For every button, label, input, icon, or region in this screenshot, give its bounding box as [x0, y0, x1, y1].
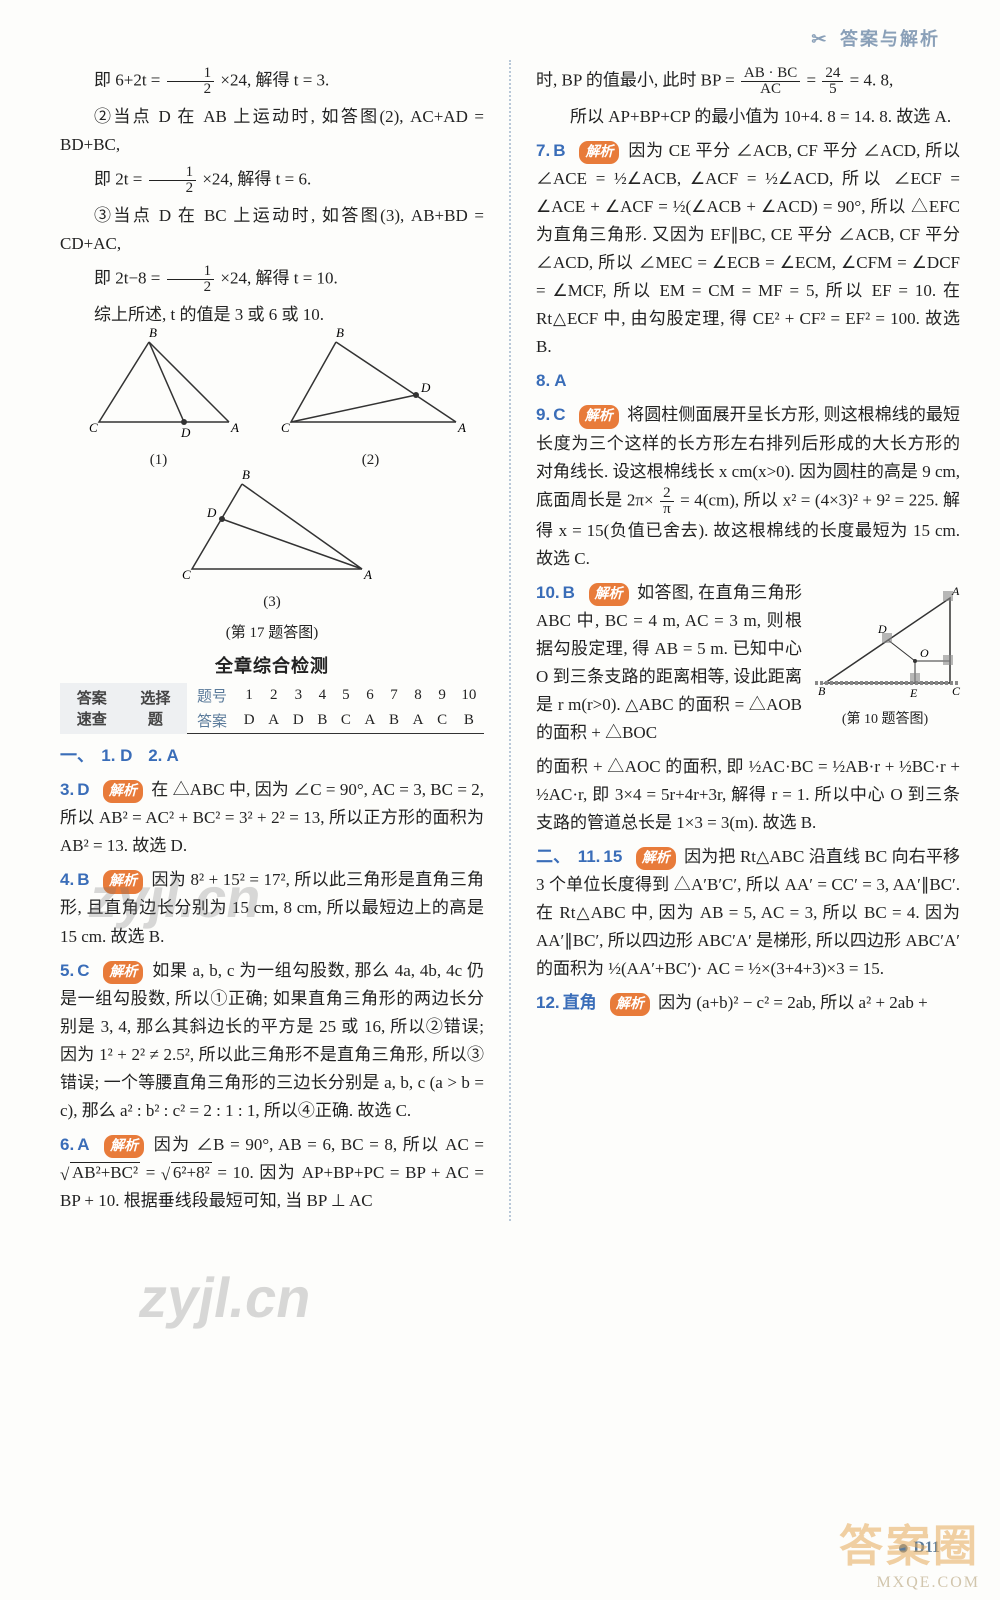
svg-text:B: B	[242, 467, 250, 482]
svg-text:A: A	[230, 420, 239, 435]
line: 即 2t = 12 ×24, 解得 t = 6.	[60, 165, 484, 196]
diagram-3: B C A D (3)	[60, 479, 484, 617]
q9: 9.C 解析 将圆柱侧面展开呈长方形, 则这根棉线的最短长度为三个这样的长方形左…	[536, 401, 960, 572]
svg-text:A: A	[951, 584, 960, 598]
svg-text:B: B	[336, 325, 344, 340]
watermark: zyjl.cn	[134, 1265, 317, 1330]
q10-block: A B C D E O (第 10 题答图) 10.B 解析 如答图, 在直角三…	[536, 579, 960, 837]
line: 所以 AP+BP+CP 的最小值为 10+4. 8 = 14. 8. 故选 A.	[536, 103, 960, 131]
analysis-tag: 解析	[579, 141, 619, 164]
q6: 6.A 解析 因为 ∠B = 90°, AB = 6, BC = 8, 所以 A…	[60, 1131, 484, 1215]
analysis-tag: 解析	[579, 405, 619, 428]
svg-text:C: C	[281, 420, 290, 435]
left-column: 即 6+2t = 12 ×24, 解得 t = 3. ②当点 D 在 AB 上运…	[60, 60, 484, 1221]
diagram-row-1: B C A D (1) B C A D (2)	[60, 337, 484, 475]
line: ③当点 D 在 BC 上运动时, 如答图(3), AB+BD = CD+AC,	[60, 202, 484, 258]
analysis-tag: 解析	[589, 583, 629, 606]
svg-text:B: B	[149, 325, 157, 340]
svg-text:A: A	[457, 420, 466, 435]
q12: 12.直角 解析 因为 (a+b)² − c² = 2ab, 所以 a² + 2…	[536, 989, 960, 1017]
line: ②当点 D 在 AB 上运动时, 如答图(2), AC+AD = BD+BC,	[60, 103, 484, 159]
svg-text:B: B	[818, 684, 826, 698]
diagram-2: B C A D (2)	[276, 337, 466, 475]
svg-text:D: D	[206, 505, 217, 520]
diagram-1: B C A D (1)	[79, 337, 239, 475]
q7: 7.B 解析 因为 CE 平分 ∠ACB, CF 平分 ∠ACD, 所以 ∠AC…	[536, 137, 960, 361]
section-title: 全章综合检测	[60, 652, 484, 678]
right-column: 时, BP 的值最小, 此时 BP = AB · BCAC = 245 = 4.…	[536, 60, 960, 1221]
analysis-tag: 解析	[103, 870, 143, 893]
analysis-tag: 解析	[610, 993, 650, 1016]
q11: 二、 11.15 解析 因为把 Rt△ABC 沿直线 BC 向右平移 3 个单位…	[536, 843, 960, 983]
line: 综上所述, t 的值是 3 或 6 或 10.	[60, 301, 484, 329]
figure-caption: (第 17 题答图)	[60, 621, 484, 642]
q4: 4.B 解析 因为 8² + 15² = 17², 所以此三角形是直角三角形, …	[60, 866, 484, 950]
q5: 5.C 解析 如果 a, b, c 为一组勾股数, 那么 4a, 4b, 4c …	[60, 957, 484, 1125]
answer-table: 答案速查 选择题 题号 12345678910 答案 DADBCABACB	[60, 683, 484, 734]
svg-text:C: C	[89, 420, 98, 435]
svg-text:O: O	[920, 646, 929, 660]
line: 即 2t−8 = 12 ×24, 解得 t = 10.	[60, 264, 484, 295]
diagram-q10: A B C D E O (第 10 题答图)	[810, 583, 960, 728]
q8: 8. A	[536, 367, 960, 395]
analysis-tag: 解析	[103, 780, 143, 803]
svg-text:D: D	[180, 425, 191, 440]
line: 即 6+2t = 12 ×24, 解得 t = 3.	[60, 66, 484, 97]
analysis-tag: 解析	[636, 847, 676, 870]
q3: 3.D 解析 在 △ABC 中, 因为 ∠C = 90°, AC = 3, BC…	[60, 776, 484, 860]
footer-watermark: 答案圈 MXQE.COM	[839, 1510, 980, 1592]
svg-text:D: D	[877, 622, 887, 636]
svg-text:C: C	[952, 684, 961, 698]
line: 一、 1. D 2. A	[60, 742, 484, 770]
svg-text:A: A	[363, 567, 372, 582]
analysis-tag: 解析	[103, 961, 143, 984]
analysis-tag: 解析	[104, 1135, 144, 1158]
column-divider	[509, 60, 511, 1221]
line: 的面积 + △AOC 的面积, 即 ½AC·BC = ½AB·r + ½BC·r…	[536, 753, 960, 837]
svg-text:E: E	[909, 686, 918, 700]
line: 时, BP 的值最小, 此时 BP = AB · BCAC = 245 = 4.…	[536, 66, 960, 97]
page-content: 即 6+2t = 12 ×24, 解得 t = 3. ②当点 D 在 AB 上运…	[0, 0, 1000, 1261]
svg-text:D: D	[420, 380, 431, 395]
svg-text:C: C	[182, 567, 191, 582]
